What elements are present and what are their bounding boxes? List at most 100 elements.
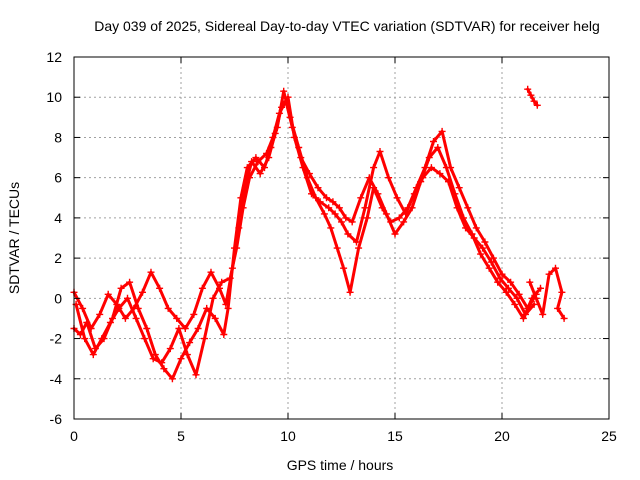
data-point xyxy=(115,304,123,312)
data-point xyxy=(177,355,185,363)
y-tick-label: -6 xyxy=(50,411,63,427)
data-point xyxy=(173,314,181,322)
data-point xyxy=(226,274,234,282)
data-point xyxy=(325,204,333,212)
data-point xyxy=(479,244,487,252)
y-tick-label: 8 xyxy=(54,129,62,145)
data-point xyxy=(504,284,512,292)
data-point xyxy=(203,304,211,312)
data-point xyxy=(515,290,523,298)
data-point xyxy=(117,284,125,292)
x-tick-label: 5 xyxy=(177,428,185,444)
data-point xyxy=(160,365,168,373)
data-point xyxy=(552,264,559,272)
data-point xyxy=(269,133,277,141)
data-point xyxy=(365,174,373,182)
data-point xyxy=(545,270,553,278)
x-axis-label: GPS time / hours xyxy=(287,457,394,473)
data-point xyxy=(513,294,521,302)
y-tick-label: 12 xyxy=(46,49,62,65)
series-line xyxy=(526,87,539,107)
data-point xyxy=(246,174,253,182)
series-layer xyxy=(70,85,568,383)
data-point xyxy=(393,194,401,202)
data-point xyxy=(190,310,198,318)
data-point xyxy=(524,85,532,93)
y-tick-label: -2 xyxy=(50,331,63,347)
data-point xyxy=(481,238,489,246)
data-point xyxy=(175,325,183,332)
data-point xyxy=(284,93,292,101)
data-point xyxy=(126,278,134,286)
data-point xyxy=(233,244,241,252)
data-point xyxy=(192,371,200,379)
data-point xyxy=(560,314,568,322)
data-point xyxy=(554,304,562,312)
data-point xyxy=(417,178,425,186)
tick-layer: 0 5 10 15 20 25 -6 -4 -2 0 2 4 6 8 10 12 xyxy=(46,49,617,444)
data-point xyxy=(333,244,341,252)
data-point xyxy=(438,127,446,135)
data-point xyxy=(346,288,354,296)
y-tick-label: 4 xyxy=(54,210,62,226)
grid-layer xyxy=(74,57,609,419)
data-point xyxy=(265,154,273,162)
data-point xyxy=(222,300,230,308)
data-point xyxy=(487,258,495,266)
data-point xyxy=(143,325,151,332)
data-point xyxy=(220,331,228,338)
x-tick-label: 15 xyxy=(387,428,403,444)
data-point xyxy=(149,355,157,363)
data-point xyxy=(498,270,506,278)
data-point xyxy=(468,230,476,238)
data-point xyxy=(201,335,208,343)
data-point xyxy=(472,224,480,232)
data-point xyxy=(526,278,534,286)
data-point xyxy=(186,339,194,347)
data-point xyxy=(194,325,202,332)
data-point xyxy=(395,214,403,222)
data-point xyxy=(329,198,337,206)
data-point xyxy=(121,314,129,322)
data-point xyxy=(361,204,369,212)
data-point xyxy=(280,87,288,95)
data-point xyxy=(363,214,371,222)
data-point xyxy=(385,174,393,182)
y-axis-label: SDTVAR / TECUs xyxy=(6,182,22,294)
data-point xyxy=(323,194,330,202)
x-tick-label: 10 xyxy=(280,428,296,444)
series-track-4 xyxy=(524,85,541,109)
data-point xyxy=(355,244,363,252)
data-point xyxy=(464,204,472,212)
data-point xyxy=(89,351,97,359)
data-point xyxy=(331,210,339,218)
data-point xyxy=(530,300,538,308)
data-point xyxy=(314,184,322,192)
data-point xyxy=(79,304,87,312)
data-point xyxy=(519,314,527,322)
data-point xyxy=(502,288,510,296)
data-point xyxy=(218,278,226,286)
data-point xyxy=(166,345,174,353)
series-line xyxy=(74,99,542,377)
series-track-5 xyxy=(526,264,568,322)
data-point xyxy=(340,264,348,272)
data-point xyxy=(254,158,262,166)
data-point xyxy=(357,194,365,202)
y-tick-label: 6 xyxy=(54,170,62,186)
data-point xyxy=(164,304,172,312)
data-point xyxy=(477,250,485,258)
data-point xyxy=(297,154,305,162)
data-point xyxy=(288,123,296,131)
data-point xyxy=(305,170,313,178)
data-point xyxy=(209,294,217,302)
data-point xyxy=(113,300,121,308)
y-tick-label: 2 xyxy=(54,250,62,266)
series-track-2 xyxy=(70,93,538,332)
data-point xyxy=(408,204,416,212)
data-point xyxy=(353,238,360,246)
data-point xyxy=(224,304,232,312)
data-point xyxy=(391,230,399,238)
series-track-3 xyxy=(72,97,544,379)
data-point xyxy=(252,154,260,162)
